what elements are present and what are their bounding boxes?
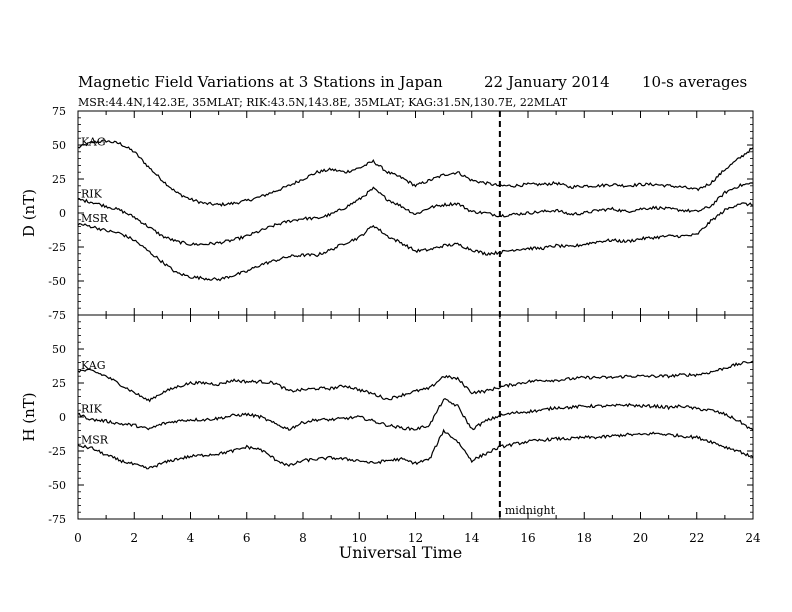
x-tick-label: 24 xyxy=(745,531,761,545)
series-label-D-msr: MSR xyxy=(81,212,109,225)
x-tick-label: 14 xyxy=(464,531,480,545)
series-line-D-rik xyxy=(77,182,754,246)
x-tick-label: 8 xyxy=(299,531,307,545)
x-tick-label: 10 xyxy=(352,531,367,545)
y-tick-label-H: 50 xyxy=(52,343,66,356)
y-tick-label-H: -25 xyxy=(48,445,66,458)
panel-frame-H xyxy=(77,314,754,520)
midnight-label: midnight xyxy=(505,504,556,517)
series-line-D-kag xyxy=(77,139,754,207)
chart-date: 22 January 2014 xyxy=(484,73,610,91)
series-line-H-rik xyxy=(77,398,754,432)
series-line-D-msr xyxy=(77,202,754,282)
x-tick-label: 0 xyxy=(74,531,82,545)
y-tick-label-D: -75 xyxy=(48,309,66,322)
series-label-H-kag: KAG xyxy=(81,359,106,372)
x-tick-label: 6 xyxy=(243,531,251,545)
series-label-H-rik: RIK xyxy=(81,402,103,415)
y-tick-label-D: 25 xyxy=(52,173,66,186)
x-tick-label: 2 xyxy=(130,531,138,545)
y-tick-label-H: 25 xyxy=(52,377,66,390)
y-axis-label-D: D (nT) xyxy=(20,189,38,237)
y-tick-label-H: 0 xyxy=(59,411,66,424)
x-tick-label: 12 xyxy=(408,531,423,545)
y-tick-label-H: -75 xyxy=(48,513,66,526)
series-line-H-msr xyxy=(77,428,754,470)
y-tick-label-D: 75 xyxy=(52,105,66,118)
averaging-label: 10-s averages xyxy=(642,73,748,91)
chart-title: Magnetic Field Variations at 3 Stations … xyxy=(78,73,443,91)
series-label-D-rik: RIK xyxy=(81,187,103,200)
y-tick-label-D: 0 xyxy=(59,207,66,220)
series-label-H-msr: MSR xyxy=(81,434,109,447)
x-tick-label: 22 xyxy=(689,531,704,545)
series-line-H-kag xyxy=(77,360,754,403)
y-tick-label-D: -50 xyxy=(48,275,66,288)
x-axis-label: Universal Time xyxy=(339,543,462,562)
x-tick-label: 20 xyxy=(633,531,648,545)
x-tick-label: 4 xyxy=(187,531,195,545)
x-tick-label: 18 xyxy=(577,531,592,545)
x-tick-label: 16 xyxy=(520,531,535,545)
y-tick-label-D: -25 xyxy=(48,241,66,254)
y-tick-label-D: 50 xyxy=(52,139,66,152)
station-coordinates: MSR:44.4N,142.3E, 35MLAT; RIK:43.5N,143.… xyxy=(78,96,568,109)
y-axis-label-H: H (nT) xyxy=(20,392,38,441)
panel-frame-D xyxy=(77,110,754,316)
series-label-D-kag: KAG xyxy=(81,136,106,149)
y-tick-label-H: -50 xyxy=(48,479,66,492)
